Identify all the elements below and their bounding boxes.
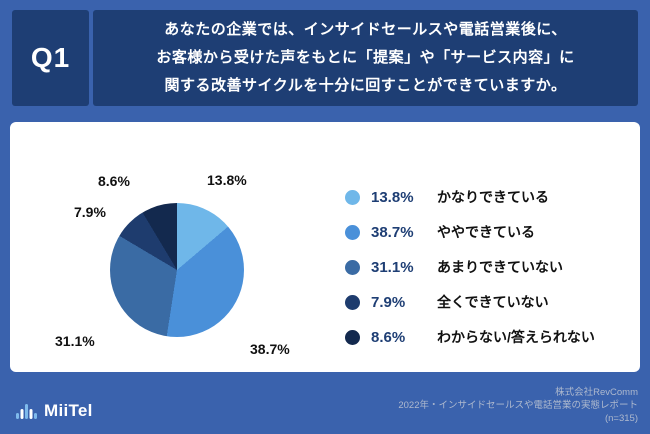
legend-percent: 8.6% [371, 328, 406, 346]
legend-item: 31.1% あまりできていない [345, 256, 595, 278]
credit-line-1: 株式会社RevComm [555, 387, 638, 398]
question-line-1: あなたの企業では、インサイドセールスや電話営業後に、 [164, 21, 567, 39]
credit-line-3: (n=315) [604, 413, 638, 424]
pie-chart [110, 203, 244, 337]
legend-percent: 13.8% [371, 188, 414, 206]
legend-percent: 31.1% [371, 258, 414, 276]
pie-value-label-2: 38.7% [250, 341, 290, 357]
legend-color-dot [345, 294, 360, 310]
legend: 13.8% かなりできている 38.7% ややできている 31.1% あまりでき… [345, 186, 595, 361]
miitel-logo: MiiTel [16, 401, 93, 421]
legend-color-dot [345, 259, 360, 275]
legend-color-dot [345, 329, 360, 345]
pie-value-label-5: 8.6% [98, 173, 130, 189]
legend-item: 8.6% わからない/答えられない [345, 326, 595, 348]
credit-line-2: 2022年・インサイドセールスや電話営業の実態レポート [398, 400, 638, 411]
legend-label: 全くできていない [437, 294, 549, 310]
legend-label: かなりできている [437, 189, 549, 205]
pie-value-label-3: 31.1% [55, 333, 95, 349]
pie-value-label-1: 13.8% [207, 172, 247, 188]
legend-item: 13.8% かなりできている [345, 186, 595, 208]
question-line-3: 関する改善サイクルを十分に回すことができていますか。 [164, 76, 567, 94]
legend-label: わからない/答えられない [437, 329, 595, 345]
question-text: あなたの企業では、インサイドセールスや電話営業後に、 お客様から受けた声をもとに… [93, 10, 638, 106]
legend-percent: 7.9% [371, 293, 406, 311]
chart-card: 13.8% 38.7% 31.1% 7.9% 8.6% 13.8% かなりできて… [10, 122, 640, 372]
legend-label: ややできている [437, 224, 535, 240]
pie-value-label-4: 7.9% [74, 204, 106, 220]
legend-percent: 38.7% [371, 223, 414, 241]
question-number: Q1 [12, 10, 89, 106]
legend-color-dot [345, 224, 360, 240]
miitel-logo-text: MiiTel [44, 401, 93, 420]
legend-color-dot [345, 189, 360, 205]
question-line-2: お客様から受けた声をもとに「提案」や「サービス内容」に [156, 49, 575, 67]
miitel-logo-icon [16, 404, 37, 419]
legend-item: 7.9% 全くできていない [345, 291, 595, 313]
credit: 株式会社RevComm 2022年・インサイドセールスや電話営業の実態レポート … [398, 386, 638, 425]
legend-item: 38.7% ややできている [345, 221, 595, 243]
legend-label: あまりできていない [437, 259, 563, 275]
